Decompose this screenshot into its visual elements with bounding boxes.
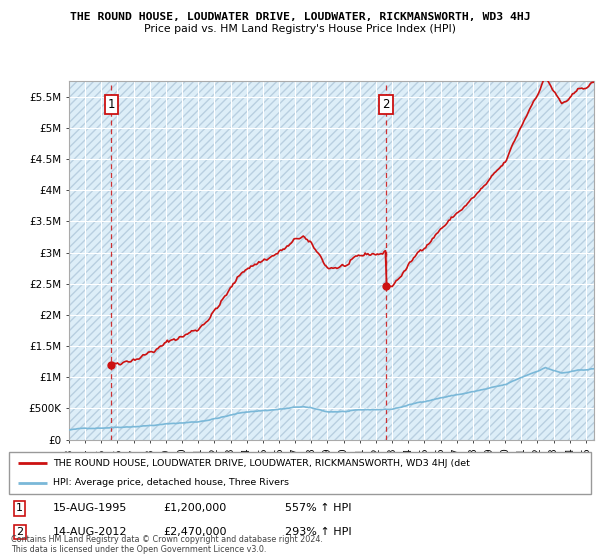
Text: Price paid vs. HM Land Registry's House Price Index (HPI): Price paid vs. HM Land Registry's House … [144, 24, 456, 34]
Text: Contains HM Land Registry data © Crown copyright and database right 2024.
This d: Contains HM Land Registry data © Crown c… [11, 535, 323, 554]
Text: 2: 2 [382, 98, 389, 111]
Text: 1: 1 [16, 503, 23, 514]
Text: 2: 2 [16, 527, 23, 537]
Text: £1,200,000: £1,200,000 [163, 503, 226, 514]
Text: 1: 1 [107, 98, 115, 111]
Text: 557% ↑ HPI: 557% ↑ HPI [286, 503, 352, 514]
Text: HPI: Average price, detached house, Three Rivers: HPI: Average price, detached house, Thre… [53, 478, 289, 487]
Text: 15-AUG-1995: 15-AUG-1995 [53, 503, 127, 514]
Text: THE ROUND HOUSE, LOUDWATER DRIVE, LOUDWATER, RICKMANSWORTH, WD3 4HJ (det: THE ROUND HOUSE, LOUDWATER DRIVE, LOUDWA… [53, 459, 470, 468]
Text: 14-AUG-2012: 14-AUG-2012 [53, 527, 127, 537]
FancyBboxPatch shape [9, 452, 591, 494]
Text: £2,470,000: £2,470,000 [163, 527, 227, 537]
Text: THE ROUND HOUSE, LOUDWATER DRIVE, LOUDWATER, RICKMANSWORTH, WD3 4HJ: THE ROUND HOUSE, LOUDWATER DRIVE, LOUDWA… [70, 12, 530, 22]
Text: 293% ↑ HPI: 293% ↑ HPI [286, 527, 352, 537]
